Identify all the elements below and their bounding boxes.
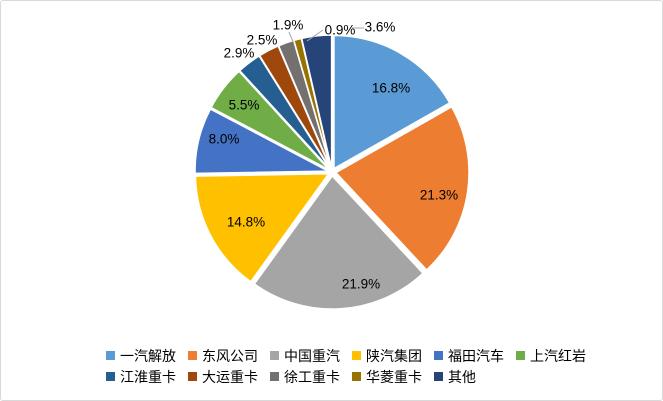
pie-slice-0	[333, 34, 451, 170]
data-label-1: 21.3%	[420, 188, 458, 203]
legend-row-1: 江淮重卡 大运重卡 徐工重卡 华菱重卡 其他	[106, 367, 586, 386]
legend-label-5: 上汽红岩	[530, 347, 586, 364]
legend-swatch-icon	[352, 351, 361, 360]
pie-slice-2	[253, 175, 424, 310]
legend-item-8: 徐工重卡	[270, 370, 340, 384]
legend-swatch-icon	[270, 351, 279, 360]
legend-item-10: 其他	[434, 370, 476, 384]
pie-slice-3	[194, 173, 330, 283]
chart-legend: 一汽解放 东风公司 中国重汽 陕汽集团 福田汽车 上汽红岩江淮重卡 大运重卡 徐工重卡 华菱重卡…	[106, 346, 586, 386]
data-label-2: 21.9%	[342, 277, 380, 292]
legend-label-3: 陕汽集团	[366, 347, 422, 364]
legend-label-2: 中国重汽	[284, 347, 340, 364]
legend-swatch-icon	[434, 351, 443, 360]
legend-label-8: 徐工重卡	[284, 368, 340, 385]
pie-slice-4	[194, 108, 329, 175]
legend-label-9: 华菱重卡	[366, 368, 422, 385]
legend-swatch-icon	[516, 351, 525, 360]
legend-label-7: 大运重卡	[202, 368, 258, 385]
legend-item-1: 东风公司	[188, 349, 258, 363]
data-label-9: 0.9%	[325, 23, 356, 38]
data-label-0: 16.8%	[372, 81, 410, 96]
legend-label-1: 东风公司	[202, 347, 258, 364]
leader-line-8	[288, 31, 295, 45]
pie-slice-1	[335, 106, 470, 271]
legend-swatch-icon	[106, 351, 115, 360]
data-label-5: 5.5%	[229, 98, 260, 113]
data-label-7: 2.5%	[247, 33, 278, 48]
legend-item-9: 华菱重卡	[352, 370, 422, 384]
legend-item-7: 大运重卡	[188, 370, 258, 384]
legend-item-3: 陕汽集团	[352, 349, 422, 363]
legend-swatch-icon	[352, 372, 361, 381]
data-label-10: 3.6%	[365, 20, 396, 35]
legend-swatch-icon	[188, 351, 197, 360]
leader-line-9	[306, 29, 324, 42]
legend-label-6: 江淮重卡	[120, 368, 176, 385]
data-label-6: 2.9%	[224, 46, 255, 61]
legend-item-4: 福田汽车	[434, 349, 504, 363]
legend-label-10: 其他	[448, 368, 476, 385]
legend-item-0: 一汽解放	[106, 349, 176, 363]
data-label-8: 1.9%	[273, 18, 304, 33]
data-label-3: 14.8%	[227, 215, 265, 230]
pie-slice-10	[301, 34, 333, 169]
legend-swatch-icon	[270, 372, 279, 381]
legend-item-2: 中国重汽	[270, 349, 340, 363]
legend-swatch-icon	[106, 372, 115, 381]
legend-item-5: 上汽红岩	[516, 349, 586, 363]
legend-item-6: 江淮重卡	[106, 370, 176, 384]
legend-swatch-icon	[188, 372, 197, 381]
legend-row-0: 一汽解放 东风公司 中国重汽 陕汽集团 福田汽车 上汽红岩	[106, 346, 586, 365]
legend-swatch-icon	[434, 372, 443, 381]
legend-label-0: 一汽解放	[120, 347, 176, 364]
data-label-4: 8.0%	[209, 132, 240, 147]
pie-slice-5	[210, 70, 330, 171]
legend-label-4: 福田汽车	[448, 347, 504, 364]
